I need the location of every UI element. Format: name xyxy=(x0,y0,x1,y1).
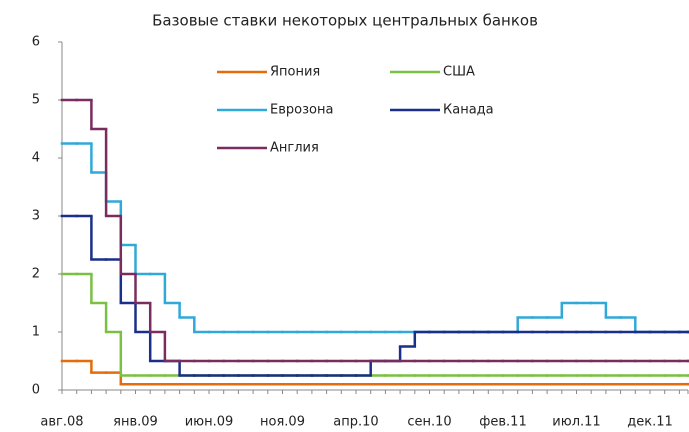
x-tick-label: сен.10 xyxy=(407,415,451,430)
x-tick-label: апр.10 xyxy=(333,415,378,430)
y-tick-label: 2 xyxy=(32,267,40,282)
legend-label: США xyxy=(443,65,475,80)
x-tick-label: янв.09 xyxy=(113,415,158,430)
legend-label: Еврозона xyxy=(270,103,333,118)
chart-title: Базовые ставки некоторых центральных бан… xyxy=(152,12,538,30)
x-tick-label: ноя.09 xyxy=(260,415,305,430)
y-tick-label: 5 xyxy=(32,93,40,108)
legend-label: Англия xyxy=(270,141,319,156)
y-tick-label: 1 xyxy=(32,325,40,340)
x-tick-label: авг.08 xyxy=(40,415,83,430)
y-tick-label: 6 xyxy=(32,35,40,50)
x-tick-label: дек.11 xyxy=(627,415,673,430)
y-tick-label: 4 xyxy=(32,151,40,166)
y-tick-label: 0 xyxy=(32,383,40,398)
legend-label: Япония xyxy=(270,65,320,80)
x-tick-label: июл.11 xyxy=(552,415,600,430)
x-tick-label: фев.11 xyxy=(479,415,526,430)
x-tick-label: июн.09 xyxy=(185,415,234,430)
y-tick-label: 3 xyxy=(32,209,40,224)
legend-label: Канада xyxy=(443,103,494,118)
